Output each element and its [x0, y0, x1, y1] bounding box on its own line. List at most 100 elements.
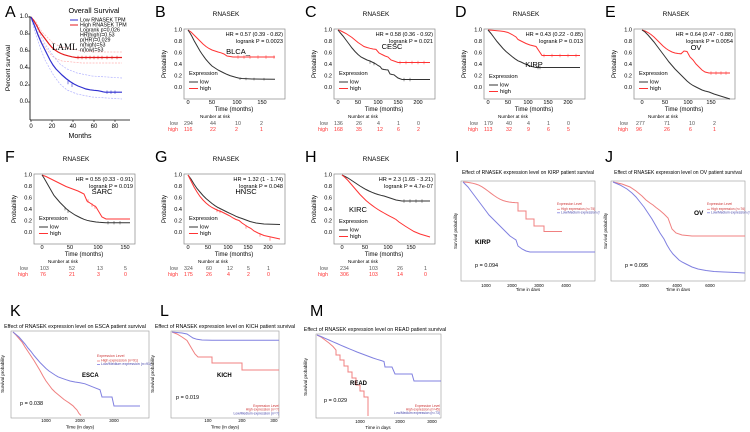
- svg-text:Survival probability: Survival probability: [150, 354, 155, 393]
- svg-text:0.4: 0.4: [324, 62, 332, 68]
- svg-text:100: 100: [93, 245, 102, 251]
- svg-text:Time (in days): Time (in days): [66, 425, 95, 430]
- svg-text:Time in days: Time in days: [666, 287, 690, 291]
- svg-text:2000: 2000: [639, 283, 649, 288]
- svg-text:20: 20: [49, 124, 56, 130]
- svg-text:1.0: 1.0: [174, 28, 182, 34]
- svg-text:150: 150: [243, 245, 252, 251]
- svg-text:50: 50: [362, 245, 368, 251]
- svg-text:0: 0: [336, 100, 339, 106]
- svg-text:logrank P = 0.013: logrank P = 0.013: [539, 39, 583, 45]
- svg-text:Survival probability: Survival probability: [603, 212, 608, 249]
- svg-text:200: 200: [238, 418, 246, 423]
- svg-text:KIRP: KIRP: [525, 60, 543, 69]
- svg-text:low: low: [200, 225, 210, 231]
- svg-text:Low/Medium expression (n=91): Low/Medium expression (n=91): [101, 362, 151, 366]
- svg-text:100: 100: [523, 100, 532, 106]
- svg-text:Time (months): Time (months): [665, 107, 703, 113]
- svg-text:0.4: 0.4: [20, 65, 29, 71]
- svg-text:Survival probability: Survival probability: [0, 354, 5, 393]
- svg-text:HR = 0.43 (0.22 - 0.85): HR = 0.43 (0.22 - 0.85): [526, 32, 584, 38]
- svg-text:HR = 0.64 (0.47 - 0.88): HR = 0.64 (0.47 - 0.88): [676, 32, 734, 38]
- svg-text:6000: 6000: [705, 283, 715, 288]
- svg-text:HR = 0.58 (0.36 - 0.92): HR = 0.58 (0.36 - 0.92): [376, 32, 434, 38]
- svg-text:Time (months): Time (months): [215, 107, 253, 113]
- svg-text:high: high: [200, 231, 211, 237]
- svg-text:Expression: Expression: [189, 216, 218, 222]
- svg-text:100: 100: [683, 100, 692, 106]
- svg-text:LAML: LAML: [52, 42, 78, 52]
- svg-text:0.6: 0.6: [324, 196, 332, 202]
- svg-text:0.2: 0.2: [624, 74, 632, 80]
- svg-text:low: low: [500, 83, 510, 89]
- svg-text:p = 0.019: p = 0.019: [176, 395, 199, 401]
- svg-text:Effect of RNASEK expression le: Effect of RNASEK expression level on KIR…: [462, 170, 594, 176]
- svg-text:0: 0: [29, 124, 33, 130]
- svg-text:0.8: 0.8: [20, 31, 29, 37]
- svg-text:150: 150: [257, 100, 266, 106]
- svg-text:Expression: Expression: [639, 71, 668, 77]
- svg-text:200: 200: [413, 100, 422, 106]
- svg-text:Probability: Probability: [312, 195, 318, 223]
- svg-text:Percent survival: Percent survival: [5, 44, 12, 91]
- svg-text:Time (months): Time (months): [365, 252, 403, 258]
- svg-text:HR = 0.55 (0.33 - 0.91): HR = 0.55 (0.33 - 0.91): [76, 177, 134, 183]
- svg-text:HNSC: HNSC: [235, 187, 257, 196]
- svg-text:1000: 1000: [355, 419, 365, 424]
- svg-text:Time (months): Time (months): [65, 252, 103, 258]
- svg-text:HR = 1.32 (1 - 1.74): HR = 1.32 (1 - 1.74): [233, 177, 283, 183]
- svg-text:40: 40: [70, 124, 77, 130]
- svg-text:50: 50: [209, 100, 215, 106]
- svg-text:50: 50: [67, 245, 73, 251]
- svg-text:150: 150: [406, 245, 415, 251]
- svg-text:0.2: 0.2: [324, 74, 332, 80]
- svg-text:0.4: 0.4: [174, 62, 182, 68]
- svg-text:0.4: 0.4: [174, 207, 182, 213]
- svg-text:0.6: 0.6: [174, 51, 182, 57]
- svg-text:50: 50: [505, 100, 511, 106]
- svg-text:HR = 2.3 (1.65 - 3.21): HR = 2.3 (1.65 - 3.21): [379, 177, 433, 183]
- svg-text:Effect of RNASEK expression le: Effect of RNASEK expression level on OV …: [614, 170, 742, 176]
- svg-text:high: high: [50, 231, 61, 237]
- svg-text:Expression Level: Expression Level: [557, 202, 582, 206]
- svg-text:3000: 3000: [427, 419, 437, 424]
- svg-text:READ: READ: [350, 381, 368, 387]
- svg-text:high: high: [350, 234, 361, 240]
- svg-text:Survival probability: Survival probability: [453, 212, 458, 249]
- svg-text:0: 0: [640, 100, 643, 106]
- svg-text:0.4: 0.4: [324, 207, 332, 213]
- svg-text:Low/Medium expression (n=227): Low/Medium expression (n=227): [711, 211, 750, 215]
- svg-text:0.4: 0.4: [624, 62, 632, 68]
- svg-text:0.6: 0.6: [174, 196, 182, 202]
- svg-text:1000: 1000: [41, 418, 51, 423]
- svg-text:Time (months): Time (months): [365, 107, 403, 113]
- svg-text:50: 50: [662, 100, 668, 106]
- svg-text:Low/Medium expression (n=214): Low/Medium expression (n=214): [561, 211, 600, 215]
- svg-text:Months: Months: [69, 133, 92, 140]
- svg-text:50: 50: [355, 100, 361, 106]
- svg-text:p = 0.038: p = 0.038: [20, 401, 43, 407]
- svg-text:0: 0: [186, 100, 189, 106]
- svg-text:low: low: [650, 80, 660, 86]
- svg-text:BLCA_: BLCA_: [226, 47, 251, 56]
- svg-text:1.0: 1.0: [324, 173, 332, 179]
- svg-text:KIRC: KIRC: [349, 205, 368, 214]
- svg-text:Time (in days): Time (in days): [211, 425, 240, 430]
- svg-text:p = 0.094: p = 0.094: [475, 263, 498, 269]
- svg-text:Expression: Expression: [489, 74, 518, 80]
- svg-text:0.2: 0.2: [24, 219, 32, 225]
- svg-text:0: 0: [340, 245, 343, 251]
- svg-text:0.4: 0.4: [474, 62, 482, 68]
- svg-text:low: low: [200, 80, 210, 86]
- svg-text:KICH: KICH: [217, 373, 232, 379]
- svg-text:100: 100: [223, 245, 232, 251]
- svg-text:150: 150: [706, 100, 715, 106]
- svg-text:0.6: 0.6: [24, 196, 32, 202]
- svg-text:Expression: Expression: [39, 216, 68, 222]
- svg-text:1.0: 1.0: [20, 14, 29, 20]
- svg-text:high: high: [500, 89, 511, 95]
- svg-text:0.0: 0.0: [324, 230, 332, 236]
- svg-text:Effect of RNASEK expression le: Effect of RNASEK expression level on KIC…: [155, 324, 295, 330]
- svg-text:low: low: [350, 228, 360, 234]
- svg-text:1.0: 1.0: [474, 28, 482, 34]
